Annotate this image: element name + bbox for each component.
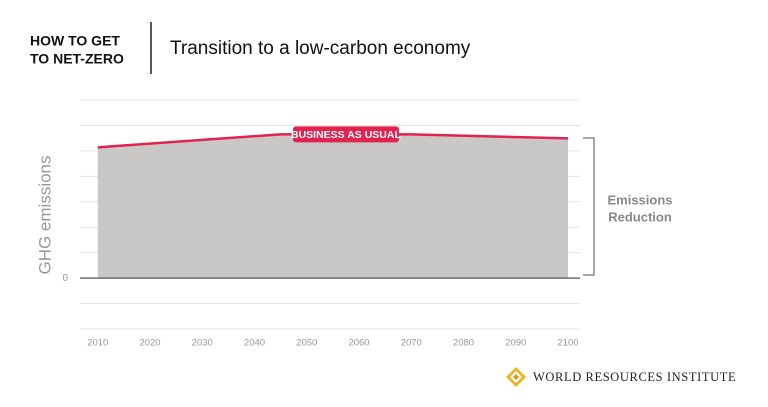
x-tick-label: 2050 — [296, 338, 317, 349]
plot: BUSINESS AS USUAL 0 2010 2020 2030 2040 2050 20… — [62, 99, 580, 349]
footer: WORLD RESOURCES INSTITUTE — [533, 370, 736, 384]
legend-label: BUSINESS AS USUAL — [291, 129, 401, 141]
bracket — [583, 137, 595, 276]
x-tick-label: 2040 — [244, 338, 265, 349]
x-tick-label: 2060 — [348, 338, 369, 349]
y-tick-label: 0 — [62, 273, 68, 284]
annotation: Emissions — [607, 192, 672, 207]
x-tick-label: 2100 — [557, 338, 578, 349]
kicker: HOW TO GET — [30, 33, 120, 49]
legend-badge — [292, 126, 399, 143]
annotation: Reduction — [608, 209, 672, 224]
x-tick-label: 2030 — [192, 338, 213, 349]
kicker: TO NET-ZERO — [30, 51, 124, 67]
area — [97, 134, 568, 279]
chart-title: Transition to a low-carbon economy — [170, 38, 471, 59]
x-tick-label: 2080 — [453, 338, 474, 349]
x-tick-label: 2020 — [139, 338, 160, 349]
x-tick-label: 2010 — [87, 338, 108, 349]
x-tick-label: 2090 — [505, 338, 526, 349]
logo — [506, 367, 526, 387]
y-axis-label: GHG emissions — [35, 155, 54, 274]
x-tick-label: 2070 — [401, 338, 422, 349]
